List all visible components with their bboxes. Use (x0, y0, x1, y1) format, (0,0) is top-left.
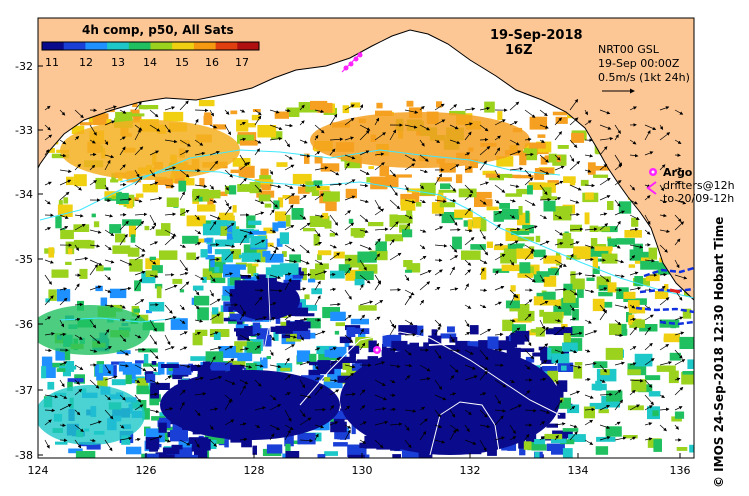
colorbar-swatch (63, 42, 86, 50)
colorbar-tick-label: 17 (235, 56, 249, 69)
drifters-label: drifters@12h (663, 179, 735, 192)
lat-tick-label: -32 (15, 60, 33, 73)
front-contour (39, 149, 561, 221)
drifter-tracks (635, 266, 695, 326)
latitude-axis: -32 -33 -34 -35 -36 -37 -38 (15, 60, 43, 462)
lon-tick-label: 128 (244, 464, 265, 477)
imos-credit: © IMOS 24-Sep-2018 12:30 Hobart Time (712, 216, 726, 488)
argo-label: Argo (663, 166, 693, 179)
lat-tick-label: -34 (15, 188, 33, 201)
longitude-axis: 124 126 128 130 132 134 136 (28, 453, 691, 477)
lat-tick-label: -33 (15, 124, 33, 137)
colorbar-swatch (85, 42, 108, 50)
colorbar-swatch (128, 42, 151, 50)
model-name: NRT00 GSL (598, 43, 660, 56)
colorbar-tick-label: 12 (79, 56, 93, 69)
model-time: 19-Sep 00:00Z (598, 57, 680, 70)
front-contour (119, 169, 694, 299)
lat-tick-label: -36 (15, 318, 33, 331)
lat-tick-label: -37 (15, 384, 33, 397)
colorbar-swatch (237, 42, 260, 50)
lat-tick-label: -35 (15, 253, 33, 266)
colorbar-swatch (215, 42, 238, 50)
colorbar-tick-label: 14 (143, 56, 157, 69)
argo-track (341, 51, 363, 73)
lat-tick-label: -38 (15, 449, 33, 462)
lon-tick-label: 126 (136, 464, 157, 477)
colorbar-tick-label: 13 (111, 56, 125, 69)
plot-frame (37, 17, 695, 459)
colorbar-tick-label: 11 (45, 56, 59, 69)
colorbar-swatch (193, 42, 217, 50)
colorbar-swatch (107, 42, 130, 50)
colorbar-title: 4h comp, p50, All Sats (82, 23, 234, 37)
colorbar-tick-label: 15 (175, 56, 189, 69)
model-scale: 0.5m/s (1kt 24h) (598, 71, 690, 84)
colorbar-swatch (172, 42, 195, 50)
lon-tick-label: 134 (568, 464, 589, 477)
lon-tick-label: 136 (670, 464, 691, 477)
front-contour (429, 401, 501, 458)
lon-tick-label: 124 (28, 464, 49, 477)
colorbar-swatch (150, 42, 173, 50)
sst-field (38, 100, 694, 458)
map-date: 19-Sep-2018 (490, 28, 583, 43)
lon-tick-label: 132 (460, 464, 481, 477)
lon-tick-label: 130 (352, 464, 373, 477)
argo-float (373, 346, 381, 354)
colorbar-tick-label: 16 (205, 56, 219, 69)
current-legend: NRT00 GSL 19-Sep 00:00Z 0.5m/s (1kt 24h) (598, 43, 690, 94)
drifters-period: to 20/09-12h (663, 192, 734, 205)
current-vectors (44, 98, 688, 452)
colorbar-swatch (42, 42, 65, 50)
map-time: 16Z (505, 43, 533, 58)
argo-legend: Argo drifters@12h to 20/09-12h (646, 166, 735, 205)
colorbar: 4h comp, p50, All Sats 11 12 13 14 15 16 17 (41, 23, 260, 69)
